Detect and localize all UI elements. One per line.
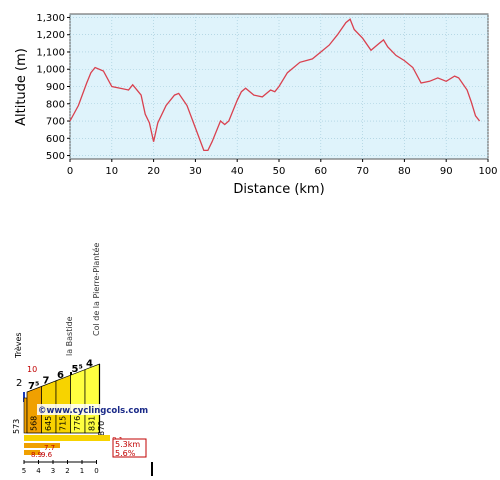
- start-gradient-label: 2: [16, 378, 22, 389]
- x-tick-label: 30: [189, 166, 202, 177]
- x-tick-label: 10: [105, 166, 118, 177]
- altitude-labels: 568 645 715 776 831: [30, 416, 97, 431]
- summary-grade: 5.6%: [115, 449, 136, 458]
- altitude-label: 776: [73, 416, 82, 431]
- x-tick-label: 40: [231, 166, 244, 177]
- summary-bar-3: [24, 450, 40, 455]
- gradient-label: 5⁵: [72, 364, 83, 375]
- y-axis-title: Altitude (m): [14, 48, 29, 126]
- gradient-segment: [23, 397, 28, 434]
- altitude-profile-chart: 500 600 700 800 900 1,000 1,100 1,200 1,300 0 10 2…: [14, 13, 498, 196]
- watermark-bg: [37, 404, 137, 415]
- place-label-col: Col de la Pierre-Plantée: [91, 243, 101, 336]
- x-axis-title: Distance (km): [233, 182, 324, 196]
- km-tick-label: 0: [94, 467, 98, 475]
- climb-profile-chart: Trèves la Bastide Col de la Pierre-Plant…: [12, 243, 153, 476]
- gradient-label: 7: [43, 375, 50, 386]
- altitude-label: 568: [30, 416, 39, 431]
- km-tick-label: 4: [36, 467, 41, 475]
- place-label-la-bastide: la Bastide: [65, 316, 74, 356]
- end-altitude-label: 870: [97, 421, 106, 436]
- altitude-series-line: [69, 18, 481, 152]
- x-tick-label: 80: [398, 166, 411, 177]
- x-axis-ticks: 0 10 20 30 40 50 60 70 80 90 100: [67, 159, 498, 177]
- km-tick-label: 1: [80, 467, 84, 475]
- x-tick-label: 60: [314, 166, 327, 177]
- altitude-label: 715: [59, 416, 68, 431]
- small-label-4: 9.6: [41, 451, 53, 459]
- km-axis-ticks: 5 4 3 2 1 0: [22, 460, 99, 475]
- km-tick-label: 3: [51, 467, 55, 475]
- summary-length: 5.3km: [115, 440, 140, 449]
- y-axis-ticks: 500 600 700 800 900 1,000 1,100 1,200 1,300: [36, 13, 70, 162]
- max-gradient-label: 10: [27, 365, 37, 374]
- y-tick-label: 1,100: [36, 47, 65, 58]
- x-tick-label: 50: [273, 166, 286, 177]
- y-tick-label: 700: [46, 117, 65, 128]
- km-tick-label: 5: [22, 467, 26, 475]
- gradient-label: 7⁵: [28, 381, 39, 392]
- gradient-label: 6: [57, 370, 64, 381]
- gradient-labels: 7⁵ 76 5⁵4: [28, 359, 93, 392]
- x-tick-label: 100: [478, 166, 497, 177]
- summary-bar-1: [24, 435, 110, 441]
- x-tick-label: 70: [356, 166, 369, 177]
- km-tick-label: 2: [65, 467, 69, 475]
- place-label-treves: Trèves: [13, 332, 23, 359]
- watermark: ©www.cyclingcols.com: [38, 406, 148, 416]
- x-tick-label: 90: [440, 166, 453, 177]
- gradient-label: 4: [86, 359, 93, 370]
- y-tick-label: 1,300: [36, 13, 65, 24]
- y-tick-label: 900: [46, 82, 65, 93]
- altitude-label: 831: [88, 416, 97, 431]
- y-tick-label: 1,200: [36, 30, 65, 41]
- summary-box: [112, 438, 147, 458]
- small-label-3: 8.9: [31, 451, 42, 459]
- y-tick-label: 1,000: [36, 65, 65, 76]
- y-tick-label: 500: [46, 151, 65, 162]
- summary-bar-2: [24, 443, 60, 448]
- x-tick-label: 0: [67, 166, 73, 177]
- altitude-label: 645: [44, 416, 53, 431]
- y-tick-label: 800: [46, 99, 65, 110]
- x-tick-label: 20: [147, 166, 160, 177]
- start-altitude-label: 573: [12, 419, 21, 434]
- small-label-2: 7.7: [44, 444, 55, 452]
- y-tick-label: 600: [46, 134, 65, 145]
